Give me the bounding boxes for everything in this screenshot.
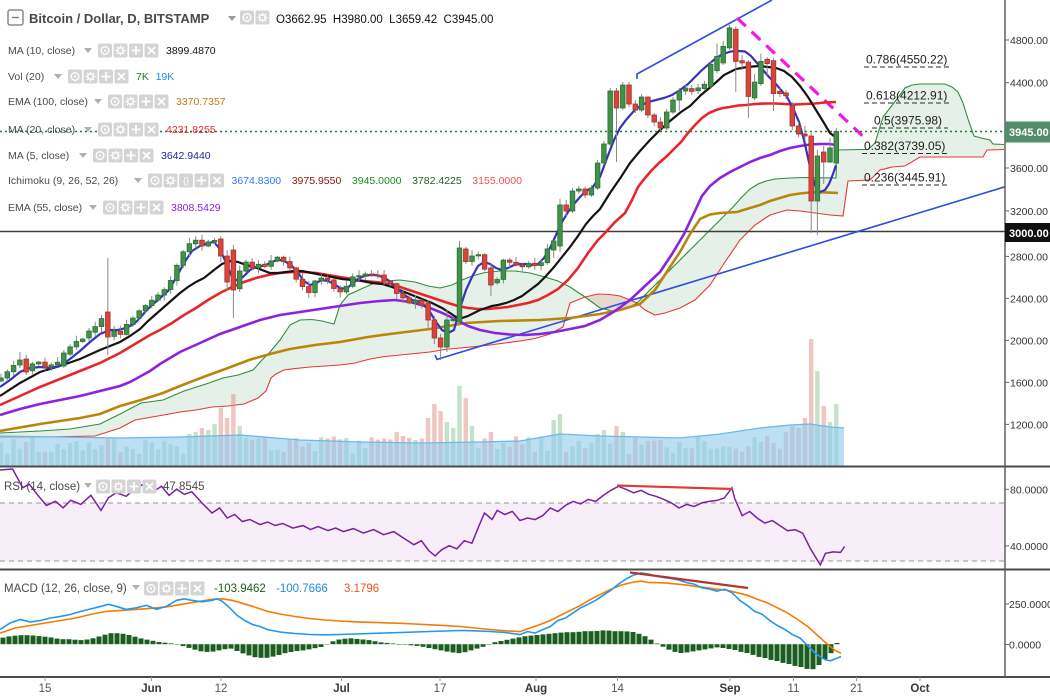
svg-text:Oct: Oct	[910, 683, 929, 695]
svg-text:Aug: Aug	[525, 683, 547, 695]
svg-text:Jul: Jul	[333, 683, 350, 695]
svg-text:2400.00: 2400.00	[1010, 293, 1048, 305]
svg-text:19K: 19K	[156, 71, 175, 83]
svg-text:3600.00: 3600.00	[1010, 163, 1048, 175]
svg-text:2800.00: 2800.00	[1010, 251, 1048, 263]
svg-text:0.786(4550.22): 0.786(4550.22)	[866, 53, 947, 67]
svg-text:4800.00: 4800.00	[1010, 35, 1048, 47]
svg-text:14: 14	[611, 683, 624, 695]
svg-text:3.1796: 3.1796	[344, 583, 379, 595]
svg-text:Vol (20): Vol (20)	[8, 71, 44, 83]
svg-text:0.0000: 0.0000	[1009, 640, 1041, 652]
svg-text:47.8545: 47.8545	[163, 481, 205, 493]
svg-text:3782.4225: 3782.4225	[412, 175, 462, 187]
svg-text:3945.00: 3945.00	[1009, 127, 1049, 139]
svg-text:0.618(4212.91): 0.618(4212.91)	[866, 89, 947, 103]
svg-text:250.0000: 250.0000	[1009, 599, 1050, 611]
svg-text:EMA (55, close): EMA (55, close)	[8, 202, 82, 214]
svg-text:-100.7666: -100.7666	[276, 583, 328, 595]
svg-text:3899.4870: 3899.4870	[166, 45, 216, 57]
svg-text:3674.8300: 3674.8300	[232, 175, 282, 187]
svg-text:3155.0000: 3155.0000	[472, 175, 522, 187]
svg-text:-103.9462: -103.9462	[214, 583, 266, 595]
svg-text:MA (10, close): MA (10, close)	[8, 45, 75, 57]
svg-text:MA (20, close): MA (20, close)	[8, 124, 75, 136]
svg-text:3370.7357: 3370.7357	[176, 96, 226, 108]
svg-text:Sep: Sep	[719, 683, 740, 695]
svg-text:3000.00: 3000.00	[1009, 228, 1049, 240]
svg-text:MACD (12, 26, close, 9): MACD (12, 26, close, 9)	[4, 583, 127, 595]
svg-text:15: 15	[39, 683, 52, 695]
svg-text:0.382(3739.05): 0.382(3739.05)	[864, 139, 945, 153]
svg-text:7K: 7K	[136, 71, 149, 83]
svg-text:11: 11	[788, 683, 800, 695]
svg-text:1200.00: 1200.00	[1010, 419, 1048, 431]
svg-text:RSI (14, close): RSI (14, close)	[4, 481, 80, 493]
svg-text:2000.00: 2000.00	[1010, 335, 1048, 347]
svg-text:O3662.95 H3980.00 L3659.42: O3662.95 H3980.00 L3659.42 C3945.00	[276, 14, 493, 26]
svg-text:17: 17	[434, 683, 447, 695]
svg-text:0.236(3445.91): 0.236(3445.91)	[864, 171, 945, 185]
svg-text:{}: {}	[183, 176, 189, 187]
svg-text:21: 21	[850, 683, 863, 695]
svg-text:3945.0000: 3945.0000	[352, 175, 402, 187]
svg-text:EMA (100, close): EMA (100, close)	[8, 96, 88, 108]
svg-text:Jun: Jun	[141, 683, 161, 695]
svg-text:3200.00: 3200.00	[1010, 206, 1048, 218]
svg-text:3642.9440: 3642.9440	[161, 150, 211, 162]
svg-text:3975.9550: 3975.9550	[292, 175, 342, 187]
svg-text:40.0000: 40.0000	[1010, 541, 1048, 553]
svg-text:Ichimoku (9, 26, 52, 26): Ichimoku (9, 26, 52, 26)	[8, 175, 118, 187]
svg-text:4231.8255: 4231.8255	[166, 124, 216, 136]
svg-text:80.0000: 80.0000	[1010, 484, 1048, 496]
svg-text:MA (5, close): MA (5, close)	[8, 150, 69, 162]
svg-text:12: 12	[215, 683, 228, 695]
svg-text:0.5(3975.98): 0.5(3975.98)	[874, 114, 942, 128]
svg-text:Bitcoin / Dollar, D, BITSTAMP: Bitcoin / Dollar, D, BITSTAMP	[29, 11, 210, 26]
svg-text:3808.5429: 3808.5429	[171, 202, 221, 214]
svg-text:1600.00: 1600.00	[1010, 377, 1048, 389]
svg-text:4400.00: 4400.00	[1010, 78, 1048, 90]
